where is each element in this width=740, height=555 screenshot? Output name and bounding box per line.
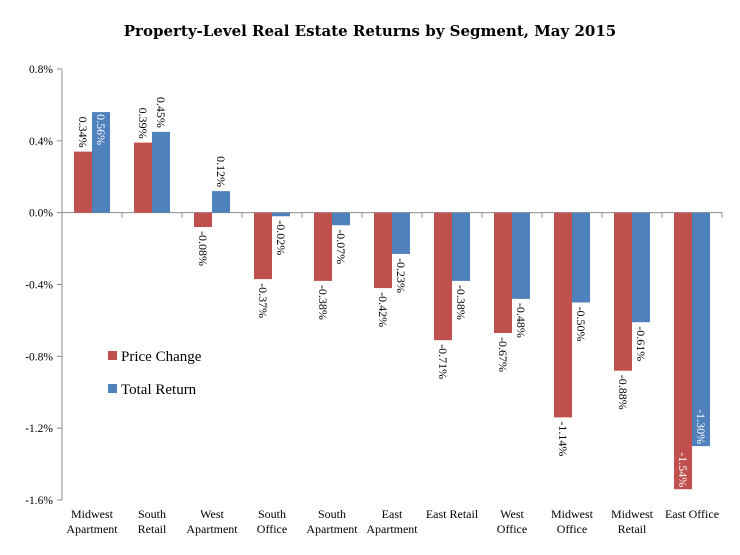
- y-tick-label: 0.4%: [29, 136, 53, 148]
- bar-price-change-east-retail: [434, 212, 452, 341]
- data-label-price-change-midwest-retail: -0.88%: [616, 375, 630, 410]
- data-label-total-return-west-apartment: 0.12%: [214, 156, 228, 187]
- bar-total-return-south-retail: [152, 131, 170, 213]
- bar-total-return-east-retail: [452, 212, 470, 281]
- category-label-midwest-apartment: Midwest Apartment: [66, 507, 118, 536]
- bar-price-change-west-office: [494, 212, 512, 333]
- category-label-east-apartment: East Apartment: [366, 507, 418, 536]
- category-label-midwest-office: Midwest Office: [551, 507, 594, 536]
- data-label-price-change-south-retail: 0.39%: [136, 108, 150, 139]
- data-label-total-return-west-office: -0.48%: [514, 303, 528, 338]
- data-label-total-return-east-retail: -0.38%: [454, 285, 468, 320]
- bar-total-return-midwest-apartment: [92, 112, 110, 213]
- bar-total-return-midwest-office: [572, 212, 590, 303]
- legend-label-price-change: Price Change: [121, 349, 202, 365]
- bar-price-change-west-apartment: [194, 212, 212, 228]
- category-label-south-retail: South Retail: [138, 507, 167, 536]
- data-label-total-return-midwest-office: -0.50%: [574, 306, 588, 341]
- legend-swatch-total-return: [108, 384, 117, 393]
- bar-total-return-west-apartment: [212, 191, 230, 213]
- data-label-total-return-south-apartment: -0.07%: [334, 229, 348, 264]
- data-label-total-return-east-office: -1.30%: [694, 409, 708, 444]
- y-tick-label: -0.4%: [25, 280, 53, 292]
- bar-price-change-south-apartment: [314, 212, 332, 281]
- bar-total-return-midwest-retail: [632, 212, 650, 323]
- data-label-price-change-west-office: -0.67%: [496, 337, 510, 372]
- data-label-price-change-west-apartment: -0.08%: [196, 231, 210, 266]
- y-tick-label: 0.0%: [29, 208, 53, 220]
- category-label-east-office: East Office: [665, 507, 719, 521]
- bar-price-change-south-office: [254, 212, 272, 280]
- y-tick-label: -1.6%: [25, 495, 53, 507]
- bar-total-return-east-office: [692, 212, 710, 447]
- bar-price-change-east-office: [674, 212, 692, 490]
- data-label-total-return-east-apartment: -0.23%: [394, 258, 408, 293]
- legend: Price Change Total Return: [108, 349, 202, 398]
- bar-price-change-midwest-office: [554, 212, 572, 418]
- bar-total-return-south-office: [272, 212, 290, 217]
- category-label-south-office: South Office: [257, 507, 287, 536]
- data-label-total-return-south-office: -0.02%: [274, 220, 288, 255]
- category-label-west-office: West Office: [497, 507, 527, 536]
- y-tick-label: -0.8%: [25, 351, 53, 363]
- y-tick-label: -1.2%: [25, 423, 53, 435]
- bar-price-change-south-retail: [134, 142, 152, 213]
- chart-title: Property-Level Real Estate Returns by Se…: [124, 22, 616, 40]
- category-label-east-retail: East Retail: [426, 507, 479, 521]
- bar-total-return-west-office: [512, 212, 530, 299]
- data-label-price-change-midwest-office: -1.14%: [556, 421, 570, 456]
- data-label-total-return-midwest-retail: -0.61%: [634, 326, 648, 361]
- data-label-price-change-south-apartment: -0.38%: [316, 285, 330, 320]
- bar-price-change-midwest-apartment: [74, 151, 92, 213]
- data-label-total-return-midwest-apartment: 0.56%: [94, 114, 108, 145]
- category-label-west-apartment: West Apartment: [186, 507, 238, 536]
- category-label-south-apartment: South Apartment: [306, 507, 358, 536]
- legend-swatch-price-change: [108, 351, 117, 360]
- data-label-price-change-south-office: -0.37%: [256, 283, 270, 318]
- legend-label-total-return: Total Return: [121, 382, 197, 398]
- bar-price-change-midwest-retail: [614, 212, 632, 371]
- data-label-price-change-east-office: -1.54%: [676, 452, 690, 487]
- y-axis: 0.8% 0.4% 0.0% -0.4% -0.8% -1.2% -1.6%: [25, 64, 63, 507]
- x-axis: Midwest Apartment South Retail West Apartment…: [61, 212, 723, 536]
- data-labels: 0.34% 0.39% -0.08% -0.37% -0.38% -0.42% -0.71%…: [76, 97, 708, 487]
- bar-price-change-east-apartment: [374, 212, 392, 289]
- bars: [74, 112, 710, 490]
- category-label-midwest-retail: Midwest Retail: [611, 507, 654, 536]
- data-label-total-return-south-retail: 0.45%: [154, 97, 168, 128]
- bar-total-return-south-apartment: [332, 212, 350, 226]
- data-label-price-change-east-retail: -0.71%: [436, 344, 450, 379]
- data-label-price-change-east-apartment: -0.42%: [376, 292, 390, 327]
- data-label-price-change-midwest-apartment: 0.34%: [76, 117, 90, 148]
- y-tick-label: 0.8%: [29, 64, 53, 76]
- bar-total-return-east-apartment: [392, 212, 410, 254]
